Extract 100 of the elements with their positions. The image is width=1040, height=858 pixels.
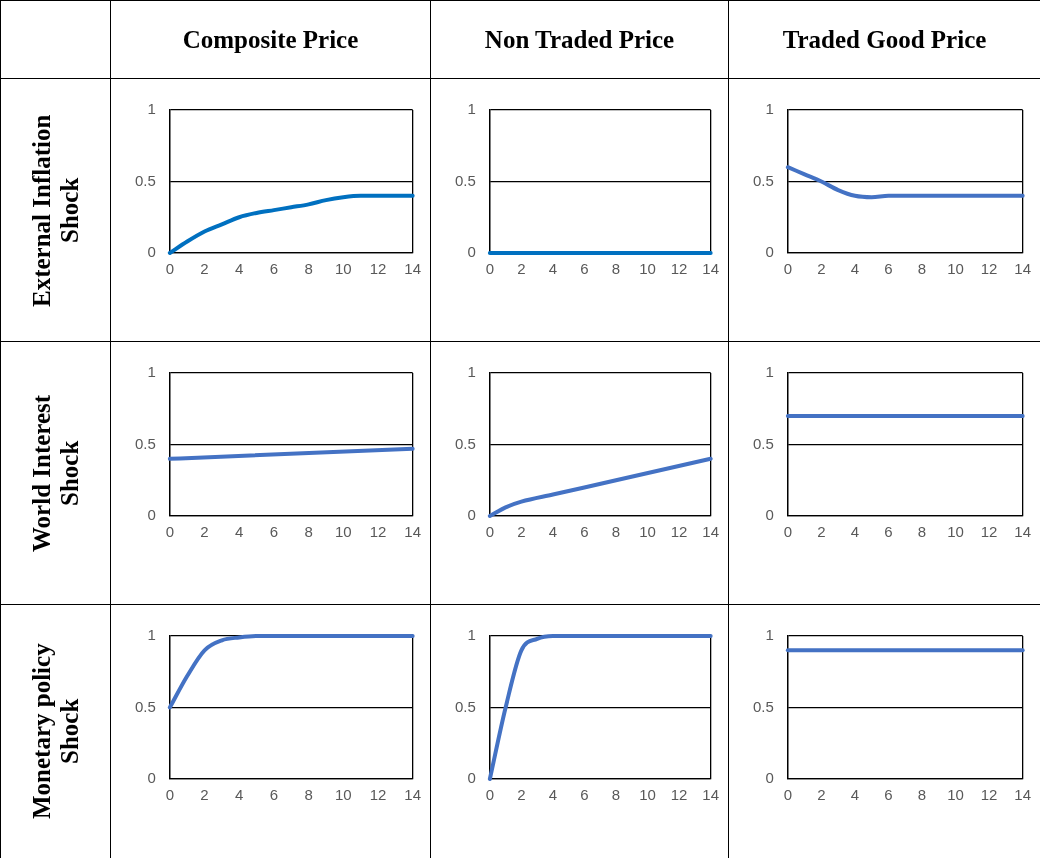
x-tick-label: 2 [817, 260, 826, 278]
x-tick-label: 8 [917, 523, 927, 541]
y-tick-label: 0.5 [454, 434, 476, 452]
x-tick-label: 14 [1014, 260, 1031, 278]
x-tick-label: 0 [783, 786, 793, 804]
x-tick-label: 4 [235, 260, 244, 278]
y-tick-label: 0 [147, 506, 156, 524]
x-tick-label: 10 [334, 786, 352, 804]
x-tick-label: 14 [702, 786, 719, 804]
x-tick-label: 2 [200, 260, 209, 278]
x-tick-label: 0 [165, 786, 175, 804]
y-tick-label: 0 [467, 506, 476, 524]
y-tick-label: 0.5 [134, 697, 156, 715]
x-tick-label: 6 [269, 523, 279, 541]
y-tick-label: 1 [147, 100, 156, 118]
y-tick-label: 1 [467, 626, 476, 644]
y-tick-label: 0.5 [454, 697, 476, 715]
x-tick-label: 4 [548, 260, 558, 278]
x-tick-label: 4 [850, 523, 860, 541]
x-tick-label: 2 [200, 786, 209, 804]
x-tick-label: 14 [1014, 786, 1031, 804]
y-tick-label: 1 [147, 626, 156, 644]
y-tick-label: 0 [467, 243, 476, 261]
x-tick-label: 12 [980, 786, 998, 804]
x-tick-label: 6 [884, 786, 893, 804]
x-tick-label: 4 [235, 786, 244, 804]
x-tick-label: 8 [304, 786, 313, 804]
y-tick-label: 0 [765, 506, 774, 524]
x-tick-label: 6 [580, 786, 589, 804]
x-tick-label: 12 [369, 523, 387, 541]
x-tick-label: 8 [611, 523, 621, 541]
x-tick-label: 4 [850, 786, 860, 804]
y-tick-label: 0 [765, 769, 774, 787]
x-tick-label: 2 [817, 786, 826, 804]
y-tick-label: 0.5 [752, 697, 774, 715]
y-tick-label: 0.5 [752, 434, 774, 452]
x-tick-label: 2 [817, 523, 826, 541]
x-tick-label: 14 [1014, 523, 1031, 541]
y-tick-label: 0.5 [134, 434, 156, 452]
x-tick-label: 4 [235, 523, 244, 541]
x-tick-label: 2 [200, 523, 209, 541]
x-tick-label: 6 [580, 260, 589, 278]
x-tick-label: 0 [485, 523, 495, 541]
x-tick-label: 12 [369, 260, 387, 278]
x-tick-label: 0 [783, 260, 793, 278]
x-tick-label: 4 [850, 260, 860, 278]
x-tick-label: 8 [917, 786, 927, 804]
x-tick-label: 8 [304, 260, 313, 278]
x-tick-label: 6 [884, 260, 893, 278]
x-tick-label: 12 [670, 260, 688, 278]
x-tick-label: 12 [670, 786, 688, 804]
x-tick-label: 14 [404, 786, 421, 804]
x-tick-label: 6 [269, 260, 279, 278]
x-tick-label: 4 [548, 523, 558, 541]
x-tick-label: 12 [670, 523, 688, 541]
x-tick-label: 8 [917, 260, 927, 278]
x-tick-label: 10 [639, 260, 656, 278]
y-tick-label: 0 [765, 243, 774, 261]
y-tick-label: 0 [147, 769, 156, 787]
y-tick-label: 1 [467, 100, 476, 118]
x-tick-label: 0 [783, 523, 793, 541]
x-tick-label: 10 [334, 260, 352, 278]
y-tick-label: 0.5 [134, 171, 156, 189]
x-tick-label: 6 [884, 523, 893, 541]
x-tick-label: 12 [980, 260, 998, 278]
x-tick-label: 0 [165, 260, 175, 278]
x-tick-label: 10 [334, 523, 352, 541]
x-tick-label: 10 [639, 523, 656, 541]
chart-title: Non Traded Price [431, 1, 729, 79]
x-tick-label: 10 [639, 786, 656, 804]
chart-title: Traded Good Price [729, 1, 1040, 79]
y-axis-title: World Interest Shock [28, 393, 83, 554]
y-tick-label: 0 [467, 769, 476, 787]
y-axis-title: Monetary policy Shock [28, 642, 83, 822]
x-tick-label: 4 [548, 786, 558, 804]
x-tick-label: 12 [980, 523, 998, 541]
chart-title: Composite Price [111, 1, 431, 79]
y-tick-label: 0 [147, 243, 156, 261]
x-tick-label: 6 [269, 786, 279, 804]
x-tick-label: 2 [517, 786, 526, 804]
y-tick-label: 0.5 [454, 171, 476, 189]
x-tick-label: 8 [611, 260, 621, 278]
x-tick-label: 14 [702, 260, 719, 278]
y-axis-title: External Inflation Shock [28, 112, 83, 309]
x-tick-label: 2 [517, 260, 526, 278]
x-tick-label: 0 [485, 260, 495, 278]
x-tick-label: 0 [485, 786, 495, 804]
x-tick-label: 10 [947, 786, 964, 804]
x-tick-label: 14 [404, 260, 421, 278]
y-tick-label: 0.5 [752, 171, 774, 189]
x-tick-label: 0 [165, 523, 175, 541]
x-tick-label: 14 [404, 523, 421, 541]
x-tick-label: 2 [517, 523, 526, 541]
y-tick-label: 1 [765, 626, 774, 644]
y-tick-label: 1 [765, 363, 774, 381]
x-tick-label: 12 [369, 786, 387, 804]
x-tick-label: 8 [611, 786, 621, 804]
x-tick-label: 10 [947, 523, 964, 541]
x-tick-label: 10 [947, 260, 964, 278]
x-tick-label: 14 [702, 523, 719, 541]
